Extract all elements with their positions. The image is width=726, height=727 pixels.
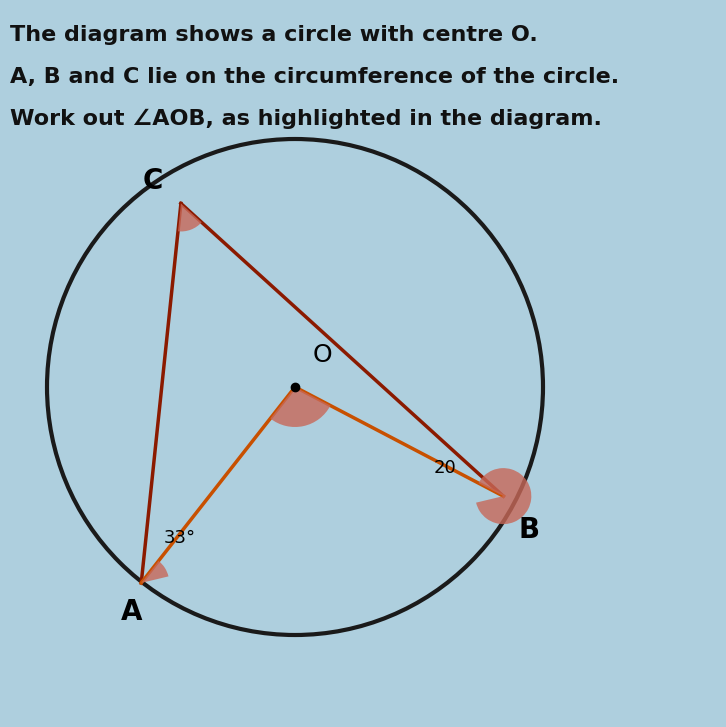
Text: B: B: [518, 516, 539, 544]
Text: 20: 20: [433, 459, 456, 477]
Text: O: O: [313, 343, 333, 367]
Wedge shape: [142, 561, 168, 583]
Text: Work out ∠AOB, as highlighted in the diagram.: Work out ∠AOB, as highlighted in the dia…: [10, 109, 602, 129]
Text: C: C: [142, 167, 163, 196]
Text: A: A: [121, 598, 142, 626]
Wedge shape: [476, 468, 531, 524]
Text: 33°: 33°: [163, 529, 195, 547]
Text: The diagram shows a circle with centre O.: The diagram shows a circle with centre O…: [10, 25, 538, 45]
Text: A, B and C lie on the circumference of the circle.: A, B and C lie on the circumference of t…: [10, 67, 619, 87]
Wedge shape: [178, 204, 202, 231]
Wedge shape: [270, 387, 330, 427]
